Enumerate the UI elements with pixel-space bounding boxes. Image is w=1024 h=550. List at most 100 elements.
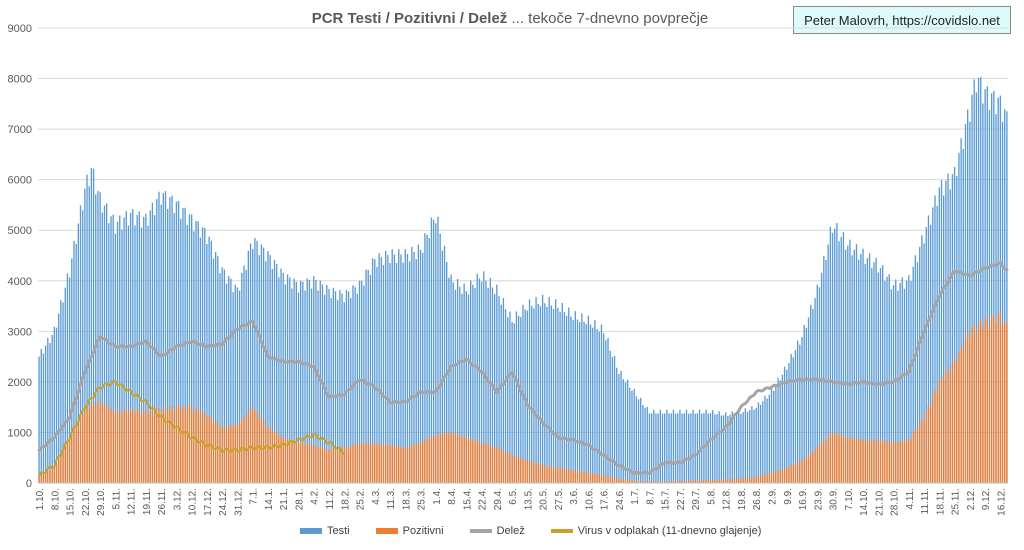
pozitivni-bar	[358, 442, 361, 483]
testi-bar	[385, 250, 387, 483]
testi-bar	[286, 274, 289, 483]
testi-bar	[38, 356, 40, 483]
testi-bar	[60, 300, 62, 483]
testi-bar	[947, 173, 949, 483]
pozitivni-bar	[406, 446, 409, 483]
testi-bar	[302, 281, 304, 483]
pozitivni-bar	[108, 410, 110, 483]
testi-bar	[840, 237, 842, 483]
x-tick-label: 18.2.	[340, 488, 351, 510]
pozitivni-bar	[624, 479, 627, 483]
pozitivni-bar	[539, 465, 542, 483]
pozitivni-bar	[467, 439, 470, 483]
pozitivni-bar	[648, 481, 651, 483]
pozitivni-bar	[766, 474, 768, 483]
x-tick-label: 5.8.	[706, 488, 717, 505]
testi-bar	[184, 207, 186, 484]
testi-bar	[548, 297, 550, 483]
pozitivni-bar	[949, 371, 951, 483]
testi-bar	[413, 251, 415, 483]
testi-bar	[982, 103, 984, 483]
pozitivni-bar	[66, 440, 69, 483]
testi-bar	[180, 218, 182, 484]
testi-bar	[167, 208, 169, 484]
pozitivni-bar	[698, 480, 701, 483]
testi-bar	[395, 262, 398, 483]
pozitivni-bar	[271, 432, 273, 483]
testi-bar	[306, 278, 308, 483]
pozitivni-bar	[365, 442, 367, 483]
pozitivni-bar	[687, 480, 690, 483]
testi-bar	[51, 334, 53, 483]
pozitivni-bar	[38, 475, 40, 483]
testi-bar	[295, 281, 297, 483]
pozitivni-bar	[945, 372, 947, 483]
x-tick-label: 3.12.	[172, 488, 183, 510]
testi-bar	[735, 413, 738, 483]
pozitivni-bar	[158, 408, 160, 483]
pozitivni-bar	[500, 450, 502, 483]
chart-title-rest: ... tekoče 7-dnevno povprečje	[507, 10, 709, 27]
pozitivni-bar	[709, 480, 712, 483]
pozitivni-bar	[932, 396, 934, 483]
testi-bar	[596, 329, 598, 483]
pozitivni-bar	[613, 477, 616, 483]
testi-bar	[265, 261, 267, 483]
testi-bar	[988, 109, 991, 484]
pozitivni-bar	[531, 461, 533, 483]
pozitivni-bar	[858, 440, 860, 483]
pozitivni-bar	[973, 324, 975, 483]
testi-bar	[260, 244, 263, 483]
testi-bar	[291, 288, 293, 483]
pozitivni-bar	[716, 479, 718, 483]
testi-bar	[119, 215, 121, 484]
pozitivni-bar	[472, 439, 474, 483]
testi-bar	[533, 308, 535, 483]
pozitivni-bar	[282, 436, 284, 483]
testi-bar	[376, 267, 378, 483]
testi-bar	[792, 357, 794, 483]
pozitivni-bar	[714, 479, 716, 483]
pozitivni-bar	[633, 480, 635, 483]
testi-bar	[304, 290, 306, 483]
pozitivni-bar	[868, 438, 871, 483]
pozitivni-bar	[400, 446, 402, 483]
testi-bar	[964, 124, 967, 483]
pozitivni-bar	[164, 407, 167, 483]
testi-bar	[967, 109, 969, 483]
testi-bar	[238, 290, 241, 483]
testi-bar	[526, 310, 529, 483]
pozitivni-bar	[524, 459, 526, 483]
pozitivni-bar	[779, 470, 781, 483]
pozitivni-bar	[755, 476, 757, 483]
x-tick-label: 21.1.	[279, 488, 290, 510]
pozitivni-bar	[938, 381, 941, 483]
testi-bar	[389, 262, 391, 483]
testi-bar	[267, 251, 269, 483]
testi-bar	[936, 205, 938, 483]
pozitivni-bar	[650, 481, 653, 483]
testi-bar	[847, 245, 849, 483]
testi-bar	[853, 249, 855, 483]
testi-bar	[555, 299, 557, 483]
pozitivni-bar	[304, 445, 306, 483]
testi-bar	[439, 233, 441, 483]
pozitivni-bar	[186, 410, 188, 483]
testi-bar	[214, 252, 217, 483]
pozitivni-bar	[507, 453, 509, 483]
testi-bar	[892, 285, 895, 483]
testi-bar	[583, 321, 585, 483]
pozitivni-bar	[988, 326, 991, 483]
pozitivni-bar	[459, 435, 461, 483]
pozitivni-bar	[496, 446, 498, 483]
testi-bar	[969, 121, 971, 484]
pozitivni-bar	[171, 405, 173, 483]
testi-bar	[842, 232, 845, 483]
testi-bar	[539, 306, 542, 483]
testi-bar	[496, 284, 498, 483]
testi-bar	[753, 409, 755, 483]
testi-bar	[977, 77, 980, 484]
pozitivni-bar	[892, 442, 895, 483]
testi-bar	[92, 168, 95, 483]
pozitivni-bar	[197, 408, 199, 483]
